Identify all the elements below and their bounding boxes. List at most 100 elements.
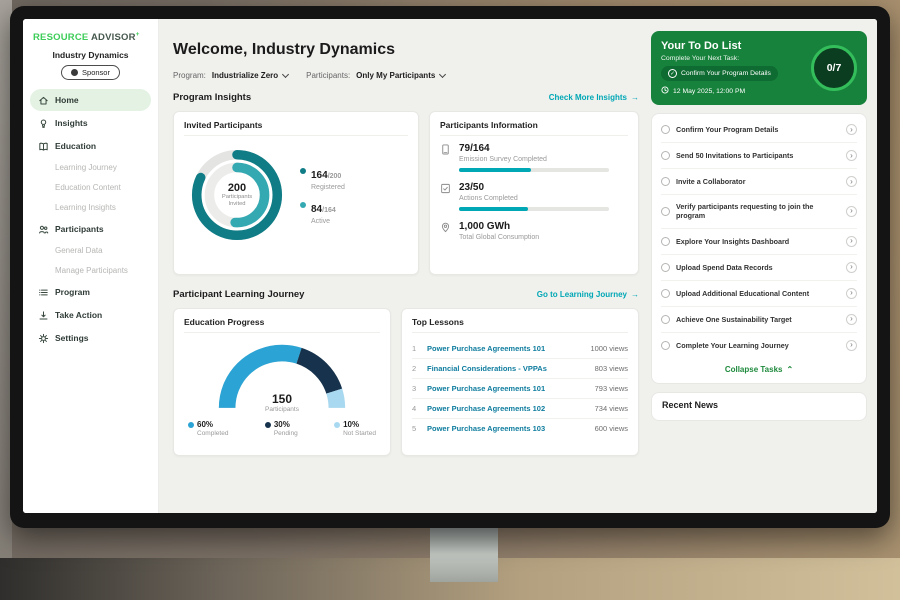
task-item[interactable]: Verify participants requesting to join t… — [661, 195, 857, 229]
lesson-link[interactable]: Power Purchase Agreements 101 — [427, 344, 546, 353]
legend-item-active: 84/164 Active — [300, 199, 345, 225]
sidebar-item-take-action[interactable]: Take Action — [30, 304, 151, 326]
chevron-right-icon[interactable]: › — [846, 176, 857, 187]
lesson-link[interactable]: Financial Considerations - VPPAs — [427, 364, 547, 373]
sidebar-item-participants[interactable]: Participants — [30, 218, 151, 240]
lesson-link[interactable]: Power Purchase Agreements 103 — [427, 424, 546, 433]
due-date: 12 May 2025, 12:00 PM — [661, 86, 803, 96]
lesson-row: 3 Power Purchase Agreements 101 793 view… — [412, 379, 628, 399]
lesson-link[interactable]: Power Purchase Agreements 101 — [427, 384, 546, 393]
lesson-row: 1 Power Purchase Agreements 101 1000 vie… — [412, 339, 628, 359]
participants-select[interactable]: Only My Participants — [356, 70, 447, 80]
stat-emission-survey: 79/164 Emission Survey Completed — [440, 143, 628, 172]
sponsor-label: Sponsor — [82, 68, 110, 78]
chevron-right-icon[interactable]: › — [846, 124, 857, 135]
home-icon — [38, 95, 49, 106]
check-icon: ✓ — [668, 69, 677, 78]
task-item[interactable]: Achieve One Sustainability Target › — [661, 307, 857, 333]
task-checkbox[interactable] — [661, 340, 670, 350]
page-title: Welcome, Industry Dynamics — [173, 41, 395, 58]
progress-bar — [459, 207, 609, 211]
sidebar-item-general-data[interactable]: General Data — [30, 241, 151, 260]
monitor-bezel: RESOURCE ADVISOR+ Industry Dynamics Spon… — [10, 6, 890, 528]
lesson-row: 4 Power Purchase Agreements 102 734 view… — [412, 399, 628, 419]
brand-advisor: ADVISOR — [90, 32, 136, 44]
task-item[interactable]: Send 50 Invitations to Participants › — [661, 143, 857, 169]
wall-edge — [0, 0, 12, 600]
sidebar-item-label: Education — [55, 141, 97, 152]
brand-resource: RESOURCE — [33, 32, 89, 44]
sidebar-item-education[interactable]: Education — [30, 135, 151, 157]
task-item[interactable]: Confirm Your Program Details › — [661, 117, 857, 143]
chevron-right-icon[interactable]: › — [846, 261, 857, 273]
top-lessons-card: Top Lessons 1 Power Purchase Agreements … — [401, 308, 639, 456]
gauge-legend: 60% Completed 30% Pending 10% Not Starte… — [184, 420, 380, 437]
section-title: Participant Learning Journey — [173, 289, 305, 300]
task-checkbox[interactable] — [661, 236, 670, 246]
main-content: Welcome, Industry Dynamics Program: Indu… — [159, 19, 651, 513]
participants-information-card: Participants Information 79/164 Emission… — [429, 111, 639, 275]
learning-cards-row: Education Progress 150 Participants — [173, 308, 639, 456]
sidebar-item-insights[interactable]: Insights — [30, 112, 151, 134]
task-item[interactable]: Complete Your Learning Journey › — [661, 333, 857, 358]
stat-total-consumption: 1,000 GWh Total Global Consumption — [440, 221, 628, 246]
legend-dot — [188, 421, 194, 428]
chevron-right-icon[interactable]: › — [846, 339, 857, 351]
sidebar-item-label: Participants — [55, 224, 104, 235]
sidebar-item-education-content[interactable]: Education Content — [30, 178, 151, 197]
sidebar-nav: Home Insights Education Learning Journey — [30, 89, 151, 349]
todo-title: Your To Do List — [661, 40, 742, 52]
check-more-insights-link[interactable]: Check More Insights → — [548, 93, 639, 102]
chevron-right-icon[interactable]: › — [846, 287, 857, 299]
sponsor-icon — [71, 69, 79, 77]
task-item[interactable]: Upload Spend Data Records › — [661, 255, 857, 281]
sidebar-item-program[interactable]: Program — [30, 281, 151, 303]
task-checkbox[interactable] — [661, 314, 670, 324]
sidebar-item-learning-insights[interactable]: Learning Insights — [30, 198, 151, 217]
sponsor-badge[interactable]: Sponsor — [61, 65, 120, 81]
download-icon — [38, 310, 49, 321]
right-panel: Your To Do List Complete Your Next Task:… — [651, 19, 877, 513]
chevron-down-icon — [439, 70, 447, 78]
task-checkbox[interactable] — [661, 288, 670, 298]
task-checkbox[interactable] — [661, 177, 670, 186]
program-select[interactable]: Industrialize Zero — [212, 70, 290, 80]
sidebar-item-label: Home — [55, 95, 79, 106]
sidebar-item-label: Program — [55, 287, 90, 298]
task-item[interactable]: Invite a Collaborator › — [661, 169, 857, 195]
sidebar: RESOURCE ADVISOR+ Industry Dynamics Spon… — [23, 19, 159, 513]
education-gauge-chart: 150 Participants — [207, 339, 357, 413]
program-insights-header: Program Insights Check More Insights → — [173, 92, 639, 103]
sidebar-item-manage-participants[interactable]: Manage Participants — [30, 261, 151, 280]
chevron-right-icon[interactable]: › — [846, 235, 857, 247]
chevron-right-icon[interactable]: › — [846, 205, 857, 217]
task-list-card: Confirm Your Program Details › Send 50 I… — [651, 113, 867, 384]
gear-icon — [38, 333, 49, 344]
sidebar-item-label: Learning Journey — [55, 163, 117, 173]
lesson-link[interactable]: Power Purchase Agreements 102 — [427, 404, 546, 413]
section-title: Program Insights — [173, 92, 252, 103]
sidebar-item-settings[interactable]: Settings — [30, 327, 151, 349]
chevron-right-icon[interactable]: › — [846, 313, 857, 325]
legend-dot — [300, 168, 306, 174]
collapse-tasks-link[interactable]: Collapse Tasks ⌃ — [724, 364, 794, 374]
task-checkbox[interactable] — [661, 151, 670, 160]
donut-center-label: Participants Invited — [221, 193, 253, 207]
task-item[interactable]: Upload Additional Educational Content › — [661, 281, 857, 307]
card-title: Education Progress — [184, 317, 380, 333]
sidebar-item-label: Insights — [55, 118, 88, 129]
legend-item-registered: 164/200 Registered — [300, 165, 345, 191]
invited-participants-card: Invited Participants 200 — [173, 111, 419, 275]
task-item[interactable]: Explore Your Insights Dashboard › — [661, 229, 857, 255]
sidebar-item-learning-journey[interactable]: Learning Journey — [30, 158, 151, 177]
next-task-pill[interactable]: ✓ Confirm Your Program Details — [661, 66, 778, 81]
task-checkbox[interactable] — [661, 206, 670, 216]
task-checkbox[interactable] — [661, 125, 670, 134]
go-to-learning-journey-link[interactable]: Go to Learning Journey → — [536, 290, 639, 299]
brand-plus: + — [135, 31, 140, 38]
legend-dot — [264, 421, 271, 428]
chevron-right-icon[interactable]: › — [846, 150, 857, 161]
task-checkbox[interactable] — [661, 262, 670, 272]
legend-item-completed: 60% Completed — [188, 420, 228, 437]
sidebar-item-home[interactable]: Home — [30, 89, 151, 112]
